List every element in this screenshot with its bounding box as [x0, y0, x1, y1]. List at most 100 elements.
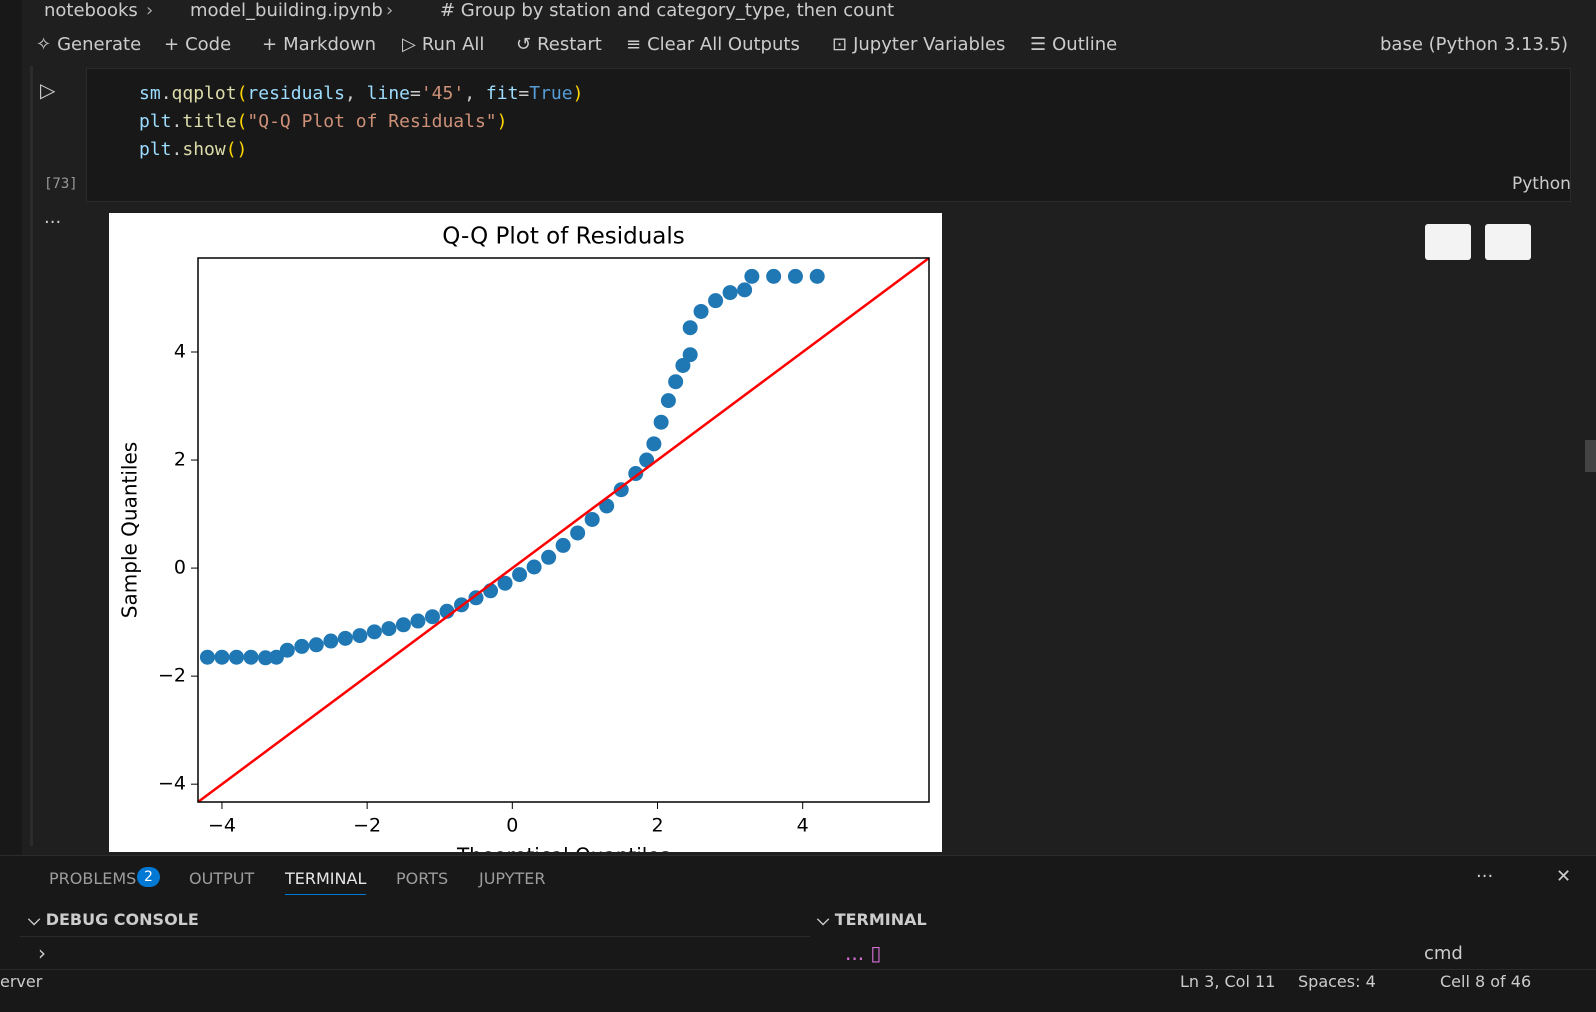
toolbar-button[interactable]: + Code — [164, 34, 231, 55]
point — [646, 436, 662, 452]
code-token: ) — [496, 111, 508, 132]
y-tick-label: 4 — [174, 340, 186, 362]
code-token: fit — [485, 83, 519, 104]
terminal-cursor: ... ▯ — [845, 941, 882, 965]
x-tick-label: 4 — [797, 815, 809, 837]
code-token: ( — [236, 83, 248, 104]
toolbar-button[interactable]: ✧ Generate — [36, 34, 141, 55]
breadcrumb-1[interactable]: notebooks — [44, 0, 138, 21]
chevron: ⌵ — [28, 910, 46, 929]
label: Restart — [537, 34, 602, 55]
panel-tab[interactable]: TERMINAL — [285, 869, 367, 895]
point — [766, 268, 782, 284]
y-axis-label: Sample Quantiles — [118, 442, 142, 618]
toolbar-button[interactable]: ▷ Run All — [402, 34, 484, 55]
point — [639, 452, 655, 468]
label: Jupyter Variables — [853, 34, 1006, 55]
point — [512, 567, 528, 583]
terminal-instance[interactable]: cmd — [1424, 943, 1463, 964]
point — [599, 498, 615, 514]
output-menu[interactable]: ··· — [44, 212, 62, 233]
copy-button[interactable] — [1425, 224, 1471, 260]
label: Markdown — [283, 34, 377, 55]
icon: ↺ — [516, 34, 532, 55]
code-token: show — [182, 139, 226, 160]
activity-strip — [0, 0, 22, 1011]
code-token: ( — [236, 111, 248, 132]
toolbar-button[interactable]: ⊡ Jupyter Variables — [832, 34, 1005, 55]
save-button[interactable] — [1485, 224, 1531, 260]
point — [228, 649, 244, 665]
reference-line — [197, 256, 930, 804]
toolbar-button[interactable]: ☰ Outline — [1030, 34, 1117, 55]
icon: ☰ — [1030, 34, 1047, 55]
x-tick-label: −4 — [208, 815, 236, 837]
point — [468, 590, 484, 606]
icon: ≡ — [626, 34, 642, 55]
code-token: sm — [139, 83, 161, 104]
separator: › — [146, 0, 154, 21]
cell-language[interactable]: Python — [1512, 174, 1571, 194]
point — [294, 638, 310, 654]
status-indent[interactable]: Spaces: 4 — [1298, 972, 1376, 991]
status-left[interactable]: erver — [0, 972, 43, 991]
panel-more[interactable]: ··· — [1476, 866, 1494, 887]
code-line: plt.show() — [139, 136, 583, 164]
icon: ⊡ — [832, 34, 848, 55]
status-cell[interactable]: Cell 8 of 46 — [1440, 972, 1532, 991]
toolbar: ✧ Generate + Code + Markdown ▷ Run All ↺ Restart ≡… — [36, 34, 1596, 58]
y-tick-label: −4 — [158, 773, 186, 795]
point — [668, 374, 684, 390]
label: Code — [185, 34, 232, 55]
code-token: "Q-Q Plot of Residuals" — [247, 111, 497, 132]
point — [737, 282, 753, 298]
code-token: True — [529, 83, 573, 104]
icon: + — [262, 34, 278, 55]
x-tick-label: −2 — [353, 815, 381, 837]
point — [693, 303, 709, 319]
panel-close[interactable]: ✕ — [1556, 866, 1572, 887]
x-tick-label: 0 — [506, 815, 518, 837]
icon: + — [164, 34, 180, 55]
code-token: qqplot — [171, 83, 237, 104]
point — [653, 414, 669, 430]
label: Clear All Outputs — [647, 34, 800, 55]
status-cursor[interactable]: Ln 3, Col 11 — [1180, 972, 1276, 991]
breadcrumb-2[interactable]: model_building.ipynb — [190, 0, 383, 21]
code-token: plt — [139, 139, 172, 160]
debug-console-section[interactable]: ⌵ DEBUG CONSOLE — [28, 910, 199, 930]
point — [526, 559, 542, 575]
point — [744, 268, 760, 284]
toolbar-button[interactable]: ↺ Restart — [516, 34, 602, 55]
code-cell — [86, 68, 1571, 202]
run-button[interactable]: ▷ — [40, 78, 56, 102]
code-token: = — [518, 83, 530, 104]
x-tick-label: 2 — [651, 815, 663, 837]
code-token: ) — [572, 83, 584, 104]
panel-tab[interactable]: JUPYTER — [479, 869, 546, 888]
panel-tab[interactable]: OUTPUT — [189, 869, 255, 888]
toolbar-button[interactable]: ≡ Clear All Outputs — [626, 34, 800, 55]
point — [199, 649, 215, 665]
point — [279, 642, 295, 658]
terminal-section[interactable]: ⌵ TERMINAL — [817, 910, 927, 930]
point — [787, 268, 803, 284]
scrollbar — [1585, 440, 1596, 472]
point — [628, 466, 644, 482]
execution-count: [73] — [44, 176, 78, 192]
code-token: '45' — [420, 83, 465, 104]
point — [424, 609, 440, 625]
code-token: . — [171, 111, 183, 132]
point — [570, 525, 586, 541]
panel — [0, 855, 1596, 970]
kernel-picker[interactable]: base (Python 3.13.5) — [1380, 34, 1569, 55]
point — [352, 628, 368, 644]
plot-frame — [197, 257, 930, 803]
point — [675, 358, 691, 374]
panel-tab[interactable]: PROBLEMS — [49, 869, 137, 888]
panel-tab[interactable]: PORTS — [396, 869, 449, 888]
point — [243, 649, 259, 665]
toolbar-button[interactable]: + Markdown — [262, 34, 376, 55]
breadcrumb-3[interactable]: # Group by station and category_type, th… — [440, 0, 895, 21]
point — [497, 575, 513, 591]
